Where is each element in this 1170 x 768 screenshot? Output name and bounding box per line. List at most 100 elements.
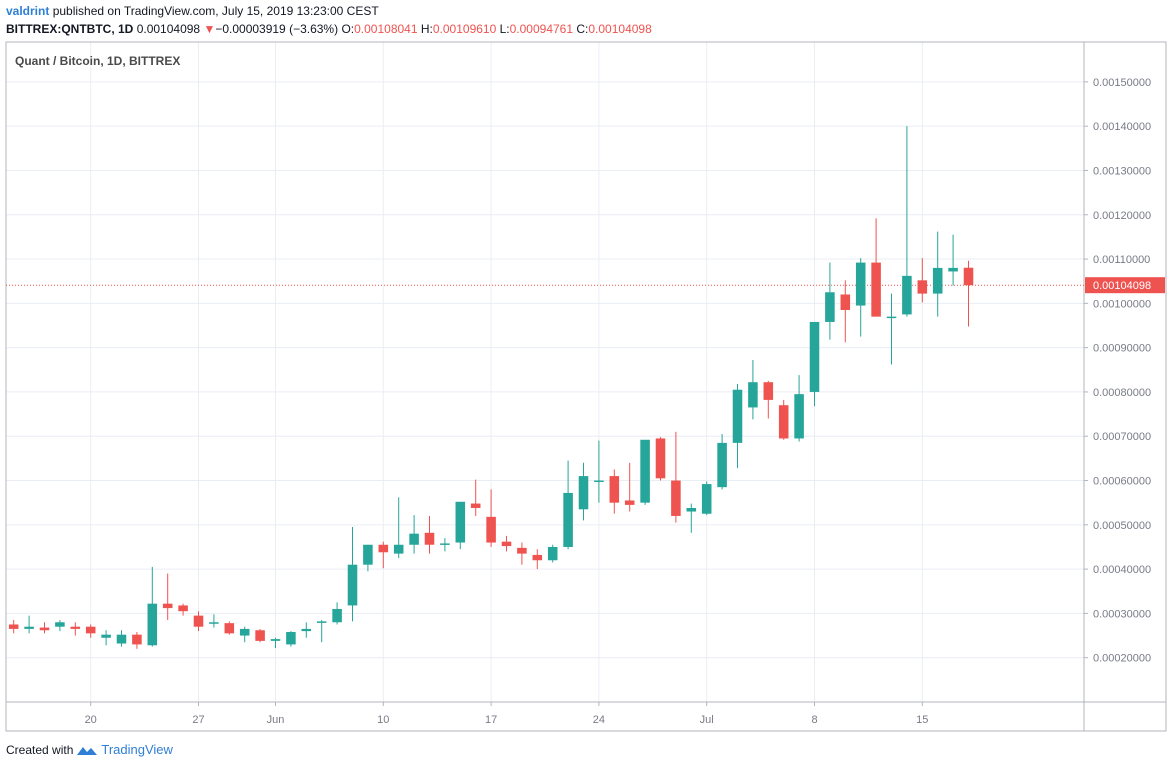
candle: [393, 497, 404, 559]
y-tick-label: 0.00050000: [1093, 520, 1151, 532]
ohlc-legend: BITTREX:QNTBTC, 1D 0.00104098 ▼−0.000039…: [6, 22, 652, 36]
candle-body-up: [55, 622, 65, 627]
candle-body-down: [162, 603, 173, 609]
candle: [8, 620, 19, 634]
candle: [732, 383, 743, 469]
last-price: 0.00104098: [136, 22, 201, 36]
candle: [917, 258, 928, 303]
y-tick-label: 0.00150000: [1093, 77, 1151, 89]
candle-body-up: [547, 546, 558, 561]
candle-body-up: [270, 639, 281, 641]
candle: [763, 380, 774, 419]
candle: [440, 538, 450, 552]
x-tick-label: Jul: [700, 714, 714, 726]
candle: [85, 624, 96, 638]
x-tick-label: 17: [485, 714, 497, 726]
candle: [840, 280, 851, 343]
candle-body-down: [178, 605, 188, 612]
candle: [624, 462, 635, 512]
candle: [470, 479, 481, 516]
candle-body-down: [486, 516, 496, 543]
candle: [101, 630, 111, 646]
low-label: L:: [499, 22, 510, 36]
candle: [501, 535, 512, 552]
author-link[interactable]: valdrint: [6, 4, 50, 18]
candle-body-up: [440, 543, 450, 545]
candle: [563, 460, 573, 550]
candle-body-down: [378, 544, 389, 553]
candle-body-down: [193, 615, 204, 627]
open-label: O:: [341, 22, 355, 36]
candle: [578, 462, 589, 521]
candle: [547, 544, 558, 563]
candle-body-up: [209, 622, 219, 624]
candle: [116, 630, 127, 647]
candle-body-up: [640, 439, 650, 503]
candle: [162, 573, 173, 621]
candle-body-up: [316, 621, 327, 623]
high-value: 0.00109610: [432, 22, 497, 36]
candle: [301, 622, 312, 638]
y-tick-label: 0.00090000: [1093, 343, 1151, 355]
candle-body-down: [132, 634, 142, 645]
candle: [316, 620, 327, 643]
footer: Created with TradingView: [6, 742, 173, 757]
candle-body-up: [332, 608, 342, 623]
candle-body-down: [424, 532, 435, 545]
candle-body-up: [717, 442, 727, 488]
candle: [286, 631, 296, 647]
candle: [701, 481, 712, 516]
y-tick-label: 0.00140000: [1093, 121, 1151, 133]
low-value: 0.00094761: [509, 22, 574, 36]
y-tick-label: 0.00060000: [1093, 476, 1151, 488]
candle-body-down: [778, 405, 789, 439]
x-tick-label: 24: [593, 714, 605, 726]
candle-body-up: [239, 628, 250, 636]
candle: [640, 439, 650, 505]
tradingview-brand[interactable]: TradingView: [101, 742, 173, 757]
candle: [424, 515, 435, 554]
close-value: 0.00104098: [588, 22, 652, 36]
candle: [24, 615, 34, 634]
candle: [270, 637, 281, 648]
price-chart[interactable]: Quant / Bitcoin, 1D, BITTREX 0.00020000 0.…: [0, 0, 1170, 740]
created-with-text: Created with: [6, 742, 74, 757]
candle-body-down: [671, 480, 681, 516]
candle-body-down: [871, 262, 881, 317]
candle-body-down: [840, 294, 851, 310]
y-tick-label: 0.00040000: [1093, 564, 1151, 576]
y-tick-label: 0.00020000: [1093, 653, 1151, 665]
symbol-label: BITTREX:QNTBTC, 1D: [6, 22, 134, 36]
candle: [455, 501, 466, 550]
candle: [948, 234, 958, 286]
candle-body-down: [39, 627, 50, 631]
candle: [794, 375, 804, 442]
candle: [932, 231, 943, 317]
candle-body-up: [902, 275, 912, 315]
candle: [209, 614, 219, 628]
x-tick-label: 8: [811, 714, 817, 726]
y-tick-label: 0.00100000: [1093, 298, 1151, 310]
candle: [825, 262, 835, 340]
candle-body-up: [594, 480, 604, 483]
candle-body-down: [963, 267, 974, 286]
candle-body-down: [624, 500, 635, 505]
candle: [671, 431, 681, 523]
candle: [39, 622, 50, 634]
candle-body-up: [886, 316, 897, 319]
candle-body-down: [224, 623, 235, 634]
x-tick-label: 27: [192, 714, 204, 726]
candle: [963, 260, 974, 327]
candle-body-up: [393, 544, 404, 554]
y-tick-label: 0.00070000: [1093, 431, 1151, 443]
y-tick-label: 0.00120000: [1093, 210, 1151, 222]
candle: [532, 549, 543, 570]
down-arrow-icon: ▼: [203, 22, 216, 36]
candle-body-up: [748, 382, 758, 408]
candle-body-up: [948, 267, 958, 272]
y-tick-label: 0.00030000: [1093, 608, 1151, 620]
close-label: C:: [576, 22, 589, 36]
x-tick-label: 20: [85, 714, 97, 726]
candle: [55, 620, 65, 632]
candle-body-down: [609, 476, 620, 503]
